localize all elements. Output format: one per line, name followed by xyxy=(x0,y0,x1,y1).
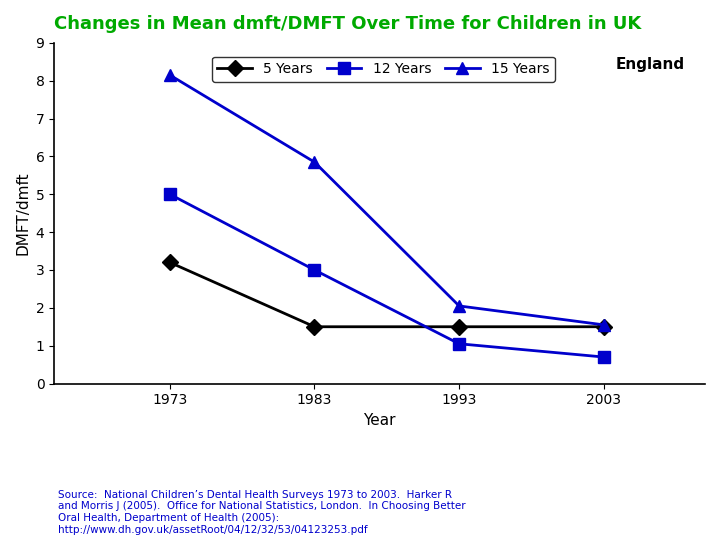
X-axis label: Year: Year xyxy=(364,413,396,428)
Y-axis label: DMFT/dmft: DMFT/dmft xyxy=(15,171,30,255)
Text: England: England xyxy=(616,57,685,72)
Text: Changes in Mean dmft/DMFT Over Time for Children in UK: Changes in Mean dmft/DMFT Over Time for … xyxy=(54,15,642,33)
Text: NHS: NHS xyxy=(612,37,655,55)
Text: Source:  National Children’s Dental Health Surveys 1973 to 2003.  Harker R
and M: Source: National Children’s Dental Healt… xyxy=(58,490,465,535)
Legend: 5 Years, 12 Years, 15 Years: 5 Years, 12 Years, 15 Years xyxy=(212,57,555,82)
